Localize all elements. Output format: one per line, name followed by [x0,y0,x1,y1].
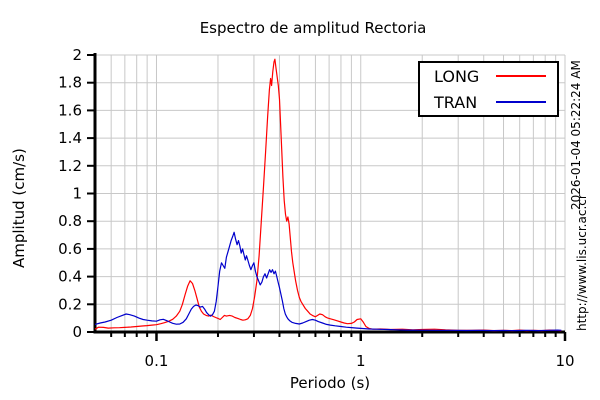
curve-tran [94,231,562,332]
x-axis-label: Periodo (s) [289,374,371,392]
y-tick-label: 0.8 [58,212,82,230]
y-tick-label: 0.2 [58,295,82,313]
y-tick-label: 1.2 [58,157,82,175]
y-axis-label: Amplitud (cm/s) [10,148,28,268]
y-tick-label: 2 [72,46,82,64]
y-tick-label: 1.6 [58,101,82,119]
x-tick-label: 1 [356,352,366,370]
legend-label-long: LONG [434,66,480,86]
x-tick-label: 0.1 [145,352,169,370]
curves [94,58,562,332]
legend-line-long [496,75,546,77]
y-tick-label: 1.4 [58,129,82,147]
axis-ticks [87,54,567,341]
legend-label-tran: TRAN [434,92,478,112]
y-tick-label: 0.4 [58,268,82,286]
url-watermark: http://www.lis.ucr.ac.cr [575,194,589,331]
chart-title: Espectro de amplitud Rectoria [199,19,427,37]
y-tick-label: 1.8 [58,74,82,92]
y-tick-label: 0 [72,323,82,341]
plot-grid [95,54,566,332]
legend-item-long: LONG [420,63,557,89]
y-tick-label: 0.6 [58,240,82,258]
timestamp-watermark: 2026-01-04 05:22:24 AM [569,60,583,210]
x-tick-label: 10 [555,352,574,370]
tick-labels: 0.1 1 10 0 0.2 0.4 0.6 0.8 1 1.2 1.4 1.6 1.8 2 [58,46,574,370]
legend-line-tran [496,101,546,103]
legend: LONG TRAN [418,61,559,117]
y-tick-label: 1 [72,185,82,203]
legend-item-tran: TRAN [420,89,557,115]
